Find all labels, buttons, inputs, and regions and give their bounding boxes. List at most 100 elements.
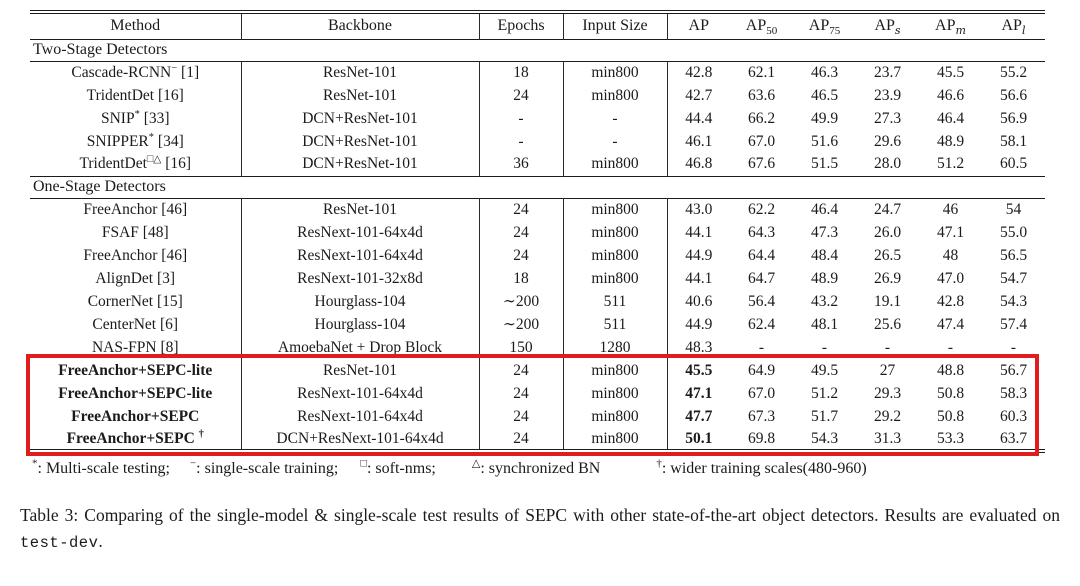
- backbone-cell: ResNext-101-64x4d: [240, 244, 479, 267]
- ap-cell: 58.3: [999, 384, 1028, 402]
- ap-cell: 47.4: [936, 315, 965, 333]
- method-cell: FreeAnchor+SEPC †: [66, 428, 204, 447]
- epochs-cell: 150: [478, 336, 563, 359]
- epochs-cell: 24: [478, 359, 563, 382]
- input-size-cell: min800: [562, 244, 667, 267]
- ap-cell: 46: [942, 200, 959, 218]
- epochs-cell: 24: [478, 84, 563, 107]
- backbone-cell: ResNext-101-64x4d: [240, 405, 479, 428]
- ap-cell: 42.8: [936, 292, 965, 310]
- ap-cell: 67.3: [747, 407, 776, 425]
- epochs-cell: 24: [478, 428, 563, 451]
- ap-cell: 48.3: [666, 336, 730, 359]
- column-header: Method: [110, 17, 161, 35]
- method-cell: FreeAnchor+SEPC-lite: [58, 361, 213, 379]
- column-header: APl: [1001, 17, 1026, 38]
- ap-cell: 48.9: [810, 269, 839, 287]
- backbone-cell: AmoebaNet + Drop Block: [240, 336, 479, 359]
- input-size-cell: -: [562, 130, 667, 153]
- ap-cell: 40.6: [666, 290, 730, 313]
- input-size-cell: 511: [562, 313, 667, 336]
- input-size-cell: 511: [562, 290, 667, 313]
- table-row: CornerNet [15] Hourglass-104 ∼200 511 40.6 56…: [30, 290, 1045, 313]
- table-row: TridentDet [16] ResNet-101 24 min800 42.7 63.…: [30, 84, 1045, 107]
- ap-cell: 48.9: [936, 132, 965, 150]
- footnote-symbol: □: [360, 457, 367, 470]
- ap-cell: 23.9: [873, 86, 902, 104]
- ap-cell: 60.5: [999, 155, 1028, 173]
- ap-cell: -: [1010, 338, 1017, 356]
- ap-cell: 24.7: [873, 200, 902, 218]
- ap-cell: 47.3: [810, 223, 839, 241]
- footnote-symbol: *: [32, 457, 38, 470]
- method-cell: CenterNet [6]: [92, 315, 179, 333]
- table-header-row: Method Backbone Epochs Input Size AP AP50 AP75…: [30, 12, 1045, 39]
- ap-cell: 19.1: [873, 292, 902, 310]
- ap-cell: 63.7: [999, 429, 1028, 447]
- ap-cell: 51.5: [810, 155, 839, 173]
- ap-cell: -: [947, 338, 954, 356]
- epochs-cell: 24: [478, 405, 563, 428]
- footnote-item: *: Multi-scale testing;: [32, 457, 170, 478]
- ap-cell: 48: [942, 246, 959, 264]
- ap-cell: 57.4: [999, 315, 1028, 333]
- backbone-cell: ResNet-101: [240, 198, 479, 221]
- input-size-cell: min800: [562, 405, 667, 428]
- backbone-cell: ResNext-101-64x4d: [240, 382, 479, 405]
- ap-cell: -: [758, 338, 765, 356]
- input-size-cell: min800: [562, 382, 667, 405]
- backbone-cell: ResNet-101: [240, 359, 479, 382]
- ap-cell: 45.5: [666, 359, 730, 382]
- input-size-cell: min800: [562, 428, 667, 451]
- input-size-cell: min800: [562, 84, 667, 107]
- epochs-cell: ∼200: [478, 313, 563, 336]
- ap-cell: 54.3: [810, 429, 839, 447]
- footnote-item: △: synchronized BN: [472, 458, 601, 478]
- backbone-cell: Hourglass-104: [240, 313, 479, 336]
- footnote-row: *: Multi-scale testing; −: single-scale …: [32, 457, 1047, 478]
- column-header: Backbone: [240, 12, 479, 39]
- ap-cell: 46.6: [936, 86, 965, 104]
- ap-cell: 50.1: [666, 428, 730, 451]
- table-row: Cascade-RCNN− [1] ResNet-101 18 min800 42.8 6…: [30, 61, 1045, 84]
- epochs-cell: -: [478, 130, 563, 153]
- footnote-text: : synchronized BN: [480, 460, 601, 477]
- ap-cell: 44.1: [666, 221, 730, 244]
- footnote-symbol: †: [656, 457, 662, 470]
- ap-cell: 29.2: [873, 407, 902, 425]
- ap-cell: 48.8: [936, 361, 965, 379]
- method-cell: TridentDet□△ [16]: [79, 154, 192, 173]
- ap-cell: 43.2: [810, 292, 839, 310]
- table-row: SNIP* [33] DCN+ResNet-101- -44.4 66.2 49.9 27…: [30, 107, 1045, 130]
- ap-cell: 62.2: [747, 200, 776, 218]
- caption-suffix: .: [98, 531, 103, 552]
- backbone-cell: DCN+ResNet-101: [240, 107, 479, 130]
- column-header: AP: [666, 12, 730, 39]
- ap-cell: 44.1: [666, 267, 730, 290]
- ap-cell: 66.2: [747, 109, 776, 127]
- method-cell: TridentDet [16]: [86, 86, 184, 104]
- ap-cell: 67.0: [747, 132, 776, 150]
- ap-cell: 44.4: [666, 107, 730, 130]
- input-size-cell: min800: [562, 267, 667, 290]
- table-row: FreeAnchor+SEPC ResNext-101-64x4d 24 min800…: [30, 405, 1045, 428]
- ap-cell: 46.3: [810, 63, 839, 81]
- footnote-text: : Multi-scale testing;: [37, 460, 170, 477]
- ap-cell: 60.3: [999, 407, 1028, 425]
- ap-cell: 23.7: [873, 63, 902, 81]
- paper-page: Method Backbone Epochs Input Size AP AP50 AP75…: [0, 10, 1080, 586]
- method-cell: FSAF [48]: [101, 223, 169, 241]
- epochs-cell: 24: [478, 221, 563, 244]
- ap-cell: 69.8: [747, 429, 776, 447]
- ap-cell: 55.2: [999, 63, 1028, 81]
- ap-cell: 49.9: [810, 109, 839, 127]
- ap-cell: 27: [879, 361, 896, 379]
- ap-cell: 28.0: [873, 155, 902, 173]
- table-row: AlignDet [3] ResNext-101-32x8d 18 min800 44.…: [30, 267, 1045, 290]
- backbone-cell: DCN+ResNet-101: [240, 153, 479, 176]
- section-row: Two-Stage Detectors: [30, 39, 1045, 61]
- input-size-cell: 1280: [562, 336, 667, 359]
- ap-cell: 56.4: [747, 292, 776, 310]
- epochs-cell: 18: [478, 267, 563, 290]
- ap-cell: 51.2: [810, 384, 839, 402]
